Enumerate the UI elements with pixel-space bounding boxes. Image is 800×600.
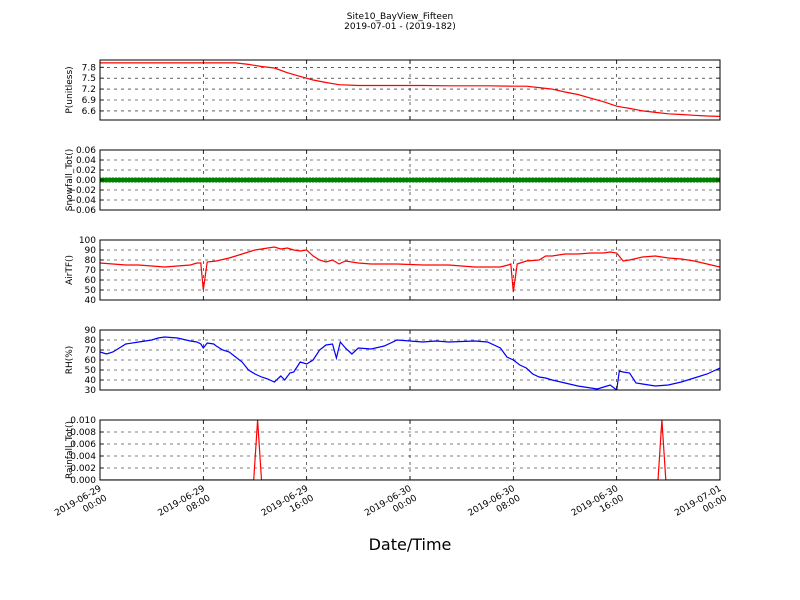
y-tick-label: 40 bbox=[85, 296, 97, 306]
y-tick-label: 70 bbox=[85, 266, 97, 276]
y-tick-label: 0.06 bbox=[76, 146, 96, 156]
y-tick-label: 6.6 bbox=[82, 107, 97, 117]
panel-rainfall: 0.010 0.008 0.006 0.004 0.002 0.000Rainfall_T… bbox=[65, 416, 721, 486]
y-tick-label: 0.000 bbox=[70, 476, 96, 486]
x-axis-label: Date/Time bbox=[369, 535, 452, 554]
y-axis-label-p: P(unitless) bbox=[65, 66, 75, 113]
y-tick-label: 60 bbox=[85, 356, 97, 366]
y-ticks-p: 7.87.57.26.96.6 bbox=[82, 63, 720, 117]
y-tick-label: 7.5 bbox=[82, 74, 96, 84]
y-tick-label: 60 bbox=[85, 276, 97, 286]
y-tick-label: 0.00 bbox=[76, 176, 96, 186]
y-tick-label: 0.002 bbox=[70, 464, 96, 474]
y-tick-label: 0.04 bbox=[76, 156, 96, 166]
y-tick-label: 0.008 bbox=[70, 428, 96, 438]
y-tick-label: 7.8 bbox=[82, 63, 97, 73]
panel-p: 7.87.57.26.96.6 P(unitless) bbox=[65, 59, 721, 121]
y-tick-label: 7.2 bbox=[82, 85, 96, 95]
series-line bbox=[100, 246, 720, 293]
y-tick-label: 80 bbox=[85, 256, 97, 266]
y-axis-label-snowfall: Snowfall_Tot() bbox=[65, 149, 75, 212]
series-airtf bbox=[100, 246, 720, 293]
y-tick-label: 50 bbox=[85, 366, 97, 376]
series-line bbox=[100, 62, 720, 117]
y-tick-label: 70 bbox=[85, 346, 97, 356]
y-tick-label: 6.9 bbox=[82, 96, 97, 106]
y-tick-label: 90 bbox=[85, 326, 97, 336]
chart-title: Site10_BayView_Fifteen bbox=[347, 12, 453, 22]
y-axis-label-rainfall: Rainfall_Tot() bbox=[65, 421, 75, 479]
subplot-stack: 7.87.57.26.96.6P(unitless)0.060.040.020.… bbox=[65, 59, 721, 486]
series-line bbox=[100, 420, 720, 480]
series-rh bbox=[100, 336, 720, 390]
y-tick-label: 80 bbox=[85, 336, 97, 346]
panel-snowfall: 0.060.040.020.00−0.02−0.04−0.06Snowfall_… bbox=[65, 146, 721, 216]
y-axis-label-rh: RH(%) bbox=[65, 346, 75, 375]
y-tick-label: 0.006 bbox=[70, 440, 96, 450]
series-snowfall bbox=[100, 177, 720, 183]
y-tick-label: 40 bbox=[85, 376, 97, 386]
chart-subtitle: 2019-07-01 - (2019-182) bbox=[344, 22, 456, 32]
y-tick-label: 0.010 bbox=[70, 416, 96, 426]
y-tick-label: 90 bbox=[85, 246, 97, 256]
y-ticks-snowfall: 0.060.040.020.00−0.02−0.04−0.06 bbox=[68, 146, 720, 216]
y-tick-label: −0.02 bbox=[68, 186, 96, 196]
y-tick-label: 0.004 bbox=[70, 452, 96, 462]
series-p bbox=[100, 62, 720, 117]
y-tick-label: 50 bbox=[85, 286, 97, 296]
y-axis-label-airtf: AirTF() bbox=[65, 255, 75, 285]
series-rainfall bbox=[100, 420, 720, 480]
y-ticks-rainfall: 0.010 0.008 0.006 0.004 0.002 0.000 bbox=[70, 416, 720, 486]
y-tick-label: −0.04 bbox=[68, 196, 96, 206]
y-tick-label: 30 bbox=[85, 386, 97, 396]
series-line bbox=[100, 336, 720, 390]
y-tick-label: 100 bbox=[79, 236, 96, 246]
y-tick-label: 0.02 bbox=[76, 166, 96, 176]
y-tick-label: −0.06 bbox=[68, 206, 96, 216]
